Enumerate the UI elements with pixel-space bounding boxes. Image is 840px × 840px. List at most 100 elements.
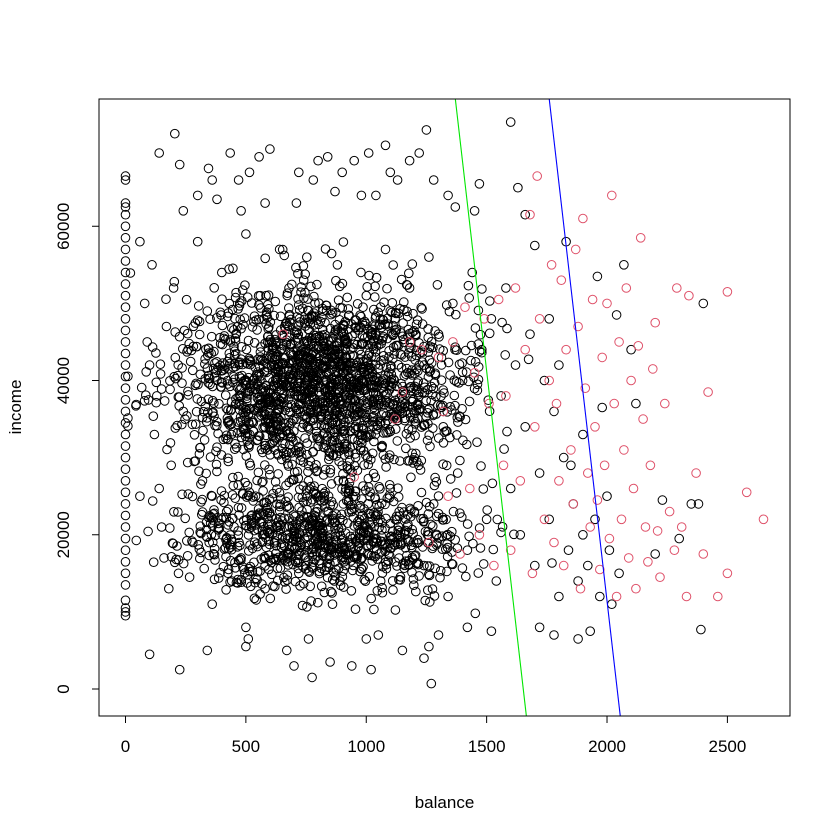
data-point (192, 190, 203, 201)
data-point (416, 344, 427, 355)
data-point (566, 445, 576, 455)
cloud-point (298, 578, 309, 589)
cloud-point (391, 340, 401, 351)
cloud-point (428, 383, 439, 394)
cloud-point (305, 356, 315, 366)
data-point (590, 514, 600, 525)
cloud-point (284, 428, 294, 439)
cloud-point (243, 440, 254, 451)
cloud-point (381, 513, 391, 524)
cloud-point (384, 453, 394, 463)
cloud-point (170, 373, 181, 384)
cloud-point (347, 565, 358, 576)
cloud-point (337, 278, 348, 289)
data-point (676, 522, 687, 532)
cloud-point (255, 347, 266, 357)
cloud-point (437, 512, 448, 523)
cloud-point (363, 550, 374, 561)
cloud-point (271, 330, 282, 340)
cloud-point (441, 544, 451, 555)
cloud-point (384, 480, 395, 490)
cloud-point (499, 444, 509, 454)
cloud-point (259, 510, 269, 520)
data-point (493, 294, 504, 305)
x-tick-label: 0 (121, 737, 130, 756)
cloud-point (216, 366, 227, 376)
data-point (554, 476, 564, 486)
cloud-point (413, 501, 423, 511)
cloud-point (304, 521, 315, 532)
data-point (152, 391, 162, 401)
cloud-point (302, 504, 312, 515)
cloud-point (209, 283, 219, 293)
data-point (515, 530, 526, 540)
data-point (363, 148, 374, 158)
cloud-point (470, 357, 481, 367)
cloud-point (303, 460, 314, 471)
cloud-point (355, 503, 365, 514)
cloud-point (271, 337, 282, 347)
cloud-point (372, 554, 383, 564)
cloud-point (331, 374, 342, 385)
x-tick-label: 1500 (468, 737, 506, 756)
black-point-cloud (123, 237, 557, 619)
cloud-point (242, 393, 252, 404)
cloud-point (177, 419, 187, 430)
cloud-point (204, 343, 214, 354)
cloud-point (236, 503, 247, 513)
data-point (212, 194, 222, 205)
data-point (250, 491, 261, 502)
cloud-point (342, 461, 353, 471)
cloud-point (429, 378, 440, 388)
cloud-point (319, 502, 330, 512)
cloud-point (235, 314, 245, 325)
data-point (120, 406, 131, 417)
cloud-point (179, 325, 190, 336)
data-point (397, 645, 408, 656)
cloud-point (214, 399, 224, 409)
cloud-point (284, 440, 295, 450)
cloud-point (324, 562, 334, 573)
cloud-point (379, 297, 389, 308)
data-point (419, 653, 429, 664)
data-point (149, 429, 160, 440)
cloud-point (210, 358, 220, 368)
cloud-point (483, 395, 494, 406)
cloud-point (385, 426, 396, 437)
cloud-point (180, 513, 190, 524)
data-point (660, 398, 670, 409)
cloud-point (388, 496, 399, 507)
cloud-point (292, 333, 303, 343)
cloud-point (162, 444, 172, 455)
cloud-point (189, 456, 199, 467)
cloud-point (264, 508, 275, 519)
cloud-point (332, 521, 342, 531)
cloud-point (155, 369, 166, 379)
data-point (491, 576, 502, 586)
cloud-point (242, 397, 252, 407)
data-point (178, 206, 189, 216)
cloud-point (258, 422, 268, 433)
cloud-point (243, 490, 254, 501)
data-point (414, 360, 425, 370)
cloud-point (324, 353, 334, 364)
cloud-point (423, 332, 434, 343)
data-point (525, 209, 535, 220)
cloud-point (425, 341, 436, 352)
data-point (303, 476, 314, 486)
cloud-point (338, 426, 348, 437)
x-axis: 0 500 1000 1500 2000 2500 (121, 715, 746, 756)
cloud-point (382, 333, 393, 344)
cloud-point (235, 540, 245, 551)
cloud-point (222, 375, 233, 386)
cloud-point (363, 508, 374, 519)
data-point (691, 468, 701, 478)
data-point (424, 537, 434, 548)
cloud-point (178, 558, 189, 569)
cloud-point (232, 321, 243, 332)
cloud-point (222, 434, 233, 445)
cloud-point (281, 480, 291, 491)
cloud-point (236, 342, 247, 352)
cloud-point (426, 519, 436, 530)
cloud-point (260, 460, 270, 470)
